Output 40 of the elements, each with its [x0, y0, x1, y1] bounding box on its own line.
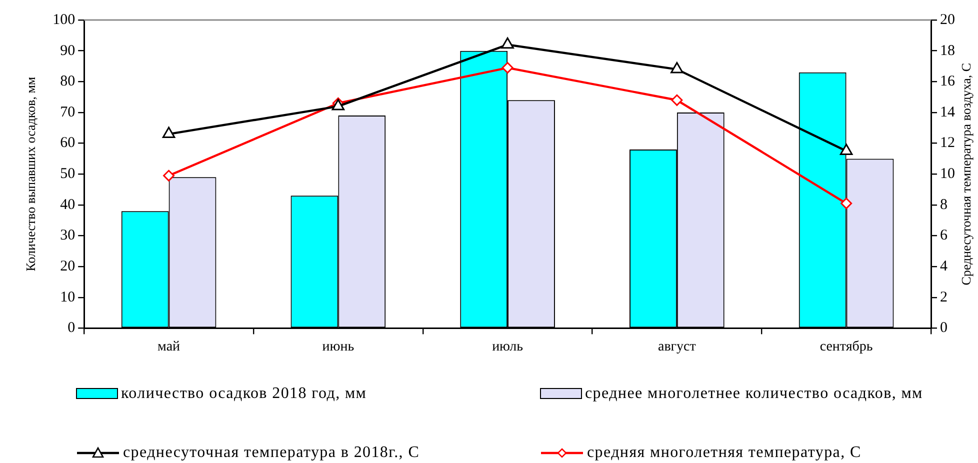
y2-axis-title: Среднесуточная температура воздуха, С	[958, 62, 974, 286]
y-tick-label: 50	[60, 166, 76, 182]
y2-tick-label: 20	[940, 12, 955, 28]
y2-tick-label: 4	[940, 258, 948, 274]
y-tick-label: 80	[60, 74, 76, 90]
legend-label: среднесуточная температура в 2018г., С	[123, 443, 420, 462]
point	[670, 62, 684, 74]
point	[671, 94, 683, 106]
y-tick-label: 70	[60, 104, 76, 120]
y2-tick-label: 6	[940, 228, 948, 244]
y2-tick-label: 8	[940, 196, 948, 213]
y2-tick-label: 10	[940, 166, 955, 182]
point	[840, 198, 852, 210]
legend-label: среднее многолетнее количество осадков, мм	[585, 384, 923, 403]
y2-tick-label: 16	[940, 74, 956, 90]
point	[840, 144, 853, 155]
x-tick-label: июль	[492, 339, 524, 354]
y2-tick-label: 14	[940, 104, 956, 120]
legend-label: средняя многолетняя температура, С	[587, 443, 862, 462]
x-tick-label: июнь	[322, 339, 354, 354]
y-tick-label: 90	[60, 42, 76, 59]
y-tick-label: 60	[60, 135, 76, 152]
x-tick-label: май	[158, 339, 181, 354]
x-tick-label: сентябрь	[820, 339, 873, 354]
x-tick-label: август	[658, 339, 696, 354]
y-tick-label: 0	[68, 320, 76, 336]
point	[163, 170, 175, 182]
y-tick-label: 100	[52, 12, 76, 28]
y-tick-label: 40	[60, 196, 76, 213]
y2-tick-label: 2	[940, 289, 948, 306]
y2-tick-label: 18	[940, 42, 955, 59]
y-axis-title: Количество выпавших осадков, мм	[23, 76, 38, 272]
y2-tick-label: 0	[940, 320, 948, 336]
point	[501, 37, 514, 49]
legend-label: количество осадков 2018 год, мм	[121, 384, 367, 403]
point	[162, 126, 176, 138]
y-tick-label: 20	[60, 258, 76, 274]
y2-tick-label: 12	[940, 135, 955, 152]
y-tick-label: 10	[60, 289, 76, 306]
y-tick-label: 30	[60, 228, 76, 244]
